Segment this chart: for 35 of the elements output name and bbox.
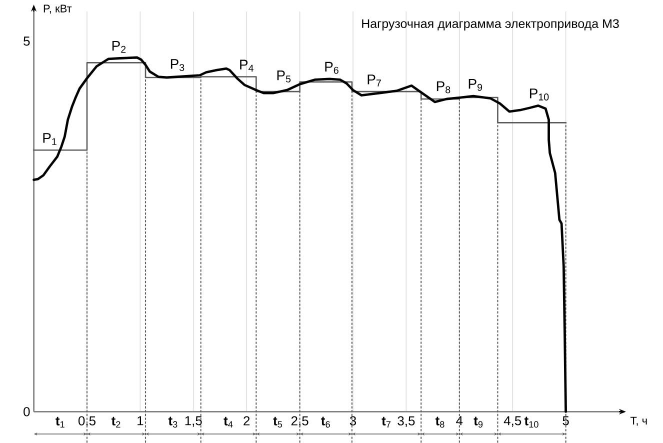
text: t$_{3}$ xyxy=(168,416,178,428)
annotation: P$_{5}$ xyxy=(277,70,291,82)
text: t$_{4}$ xyxy=(224,416,233,428)
text: t$_{5}$ xyxy=(273,416,282,428)
x-tick-label: 0,5 xyxy=(78,416,96,427)
annotation: P$_{1}$ xyxy=(43,133,56,145)
line-series xyxy=(32,56,567,413)
y-tick-label: 0 xyxy=(24,407,30,416)
annotation: P$_{4}$ xyxy=(240,60,254,72)
annotation: P$_{2}$ xyxy=(112,40,126,53)
x-tick-label: 5 xyxy=(562,416,569,426)
x-tick-label: 3,5 xyxy=(398,416,415,427)
text: t$_{1}$ xyxy=(56,416,64,428)
text: t$_{2}$ xyxy=(111,416,120,428)
x-tick-label: 1,5 xyxy=(185,416,202,427)
x-axis-title: T, ч xyxy=(630,416,647,426)
x-tick-label: 2 xyxy=(244,416,250,426)
y-axis-title: P, кВт xyxy=(44,4,72,14)
text: t$_{10}$ xyxy=(524,416,538,428)
x-tick-label: 4 xyxy=(456,416,463,426)
x-tick-label: 2,5 xyxy=(291,416,308,427)
annotation: P$_{10}$ xyxy=(530,88,549,100)
annotation: P$_{6}$ xyxy=(325,62,338,74)
text: t$_{7}$ xyxy=(382,416,390,428)
x-tick-label: 4,5 xyxy=(504,416,522,427)
text: Нагрузочная диаграмма электропривода М3 xyxy=(362,19,619,31)
text: t$_{8}$ xyxy=(435,416,444,428)
x-tick-label: 1 xyxy=(138,416,144,426)
annotation: P$_{8}$ xyxy=(436,81,450,94)
text: t$_{6}$ xyxy=(321,416,330,428)
annotation: P$_{3}$ xyxy=(170,59,184,72)
text: t$_{9}$ xyxy=(474,416,483,428)
x-tick-label: 3 xyxy=(350,416,356,426)
annotation: P$_{9}$ xyxy=(468,78,482,91)
annotation: P$_{7}$ xyxy=(368,74,381,86)
